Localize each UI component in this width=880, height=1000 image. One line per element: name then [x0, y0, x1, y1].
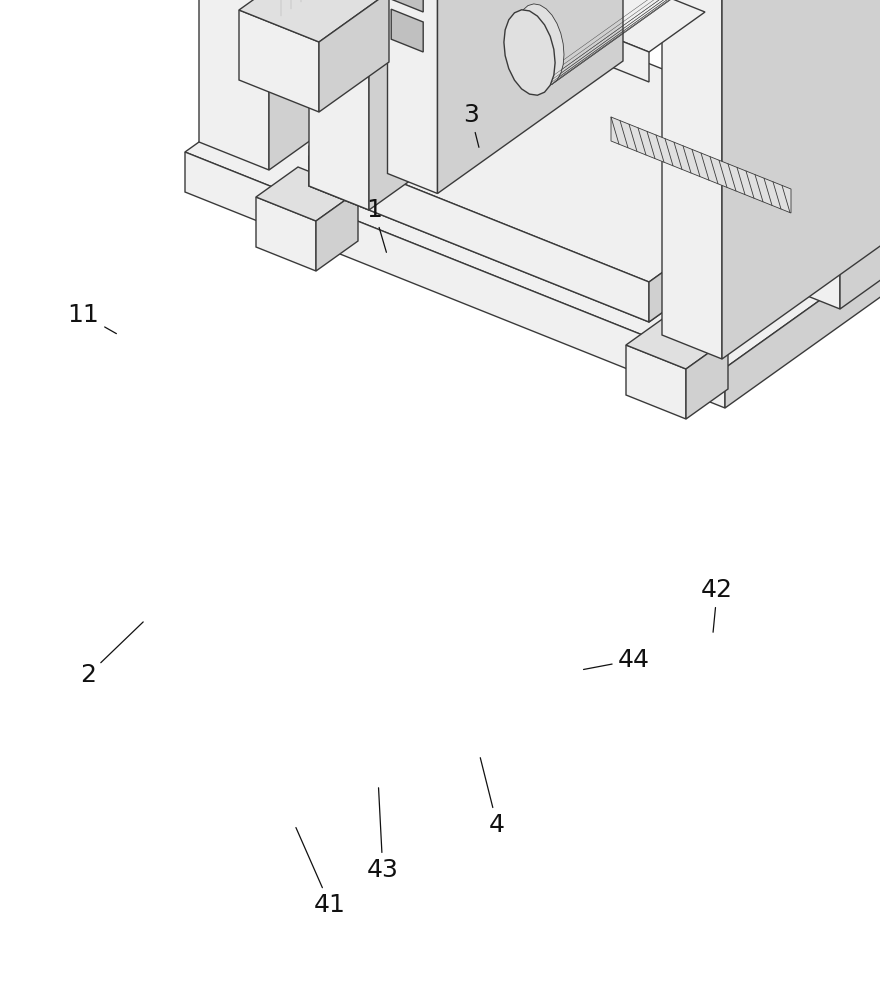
Text: 43: 43	[367, 788, 399, 882]
Polygon shape	[309, 0, 705, 52]
Polygon shape	[516, 4, 564, 86]
Text: 1: 1	[366, 198, 386, 252]
Text: 11: 11	[68, 303, 116, 334]
Polygon shape	[662, 0, 722, 359]
Polygon shape	[309, 6, 845, 282]
Polygon shape	[256, 167, 358, 221]
Polygon shape	[392, 9, 423, 52]
Polygon shape	[239, 10, 319, 112]
Polygon shape	[369, 0, 565, 210]
Polygon shape	[504, 10, 555, 95]
Polygon shape	[649, 157, 838, 322]
Text: 3: 3	[463, 103, 479, 147]
Polygon shape	[686, 339, 728, 419]
Polygon shape	[309, 156, 649, 322]
Polygon shape	[780, 205, 880, 259]
Polygon shape	[316, 191, 358, 271]
Polygon shape	[256, 197, 316, 271]
Polygon shape	[626, 315, 728, 369]
Polygon shape	[309, 21, 838, 292]
Polygon shape	[309, 0, 369, 210]
Polygon shape	[611, 117, 791, 213]
Polygon shape	[725, 213, 880, 408]
Polygon shape	[649, 142, 845, 322]
Polygon shape	[780, 235, 840, 309]
Polygon shape	[410, 87, 470, 161]
Polygon shape	[722, 0, 880, 359]
Polygon shape	[199, 0, 269, 170]
Text: 42: 42	[701, 578, 733, 632]
Polygon shape	[239, 0, 389, 42]
Polygon shape	[437, 0, 623, 194]
Polygon shape	[319, 0, 389, 112]
Text: 41: 41	[296, 828, 346, 917]
Polygon shape	[402, 0, 472, 25]
Polygon shape	[387, 0, 437, 194]
Polygon shape	[269, 0, 472, 170]
Polygon shape	[309, 146, 649, 322]
Text: 4: 4	[480, 758, 505, 837]
Polygon shape	[392, 0, 423, 12]
Text: 44: 44	[583, 648, 649, 672]
Polygon shape	[840, 229, 880, 309]
Polygon shape	[626, 345, 686, 419]
Polygon shape	[185, 152, 725, 408]
Text: 2: 2	[80, 622, 143, 687]
Polygon shape	[309, 0, 649, 82]
Polygon shape	[470, 81, 512, 161]
Polygon shape	[185, 0, 880, 368]
Polygon shape	[410, 57, 512, 111]
